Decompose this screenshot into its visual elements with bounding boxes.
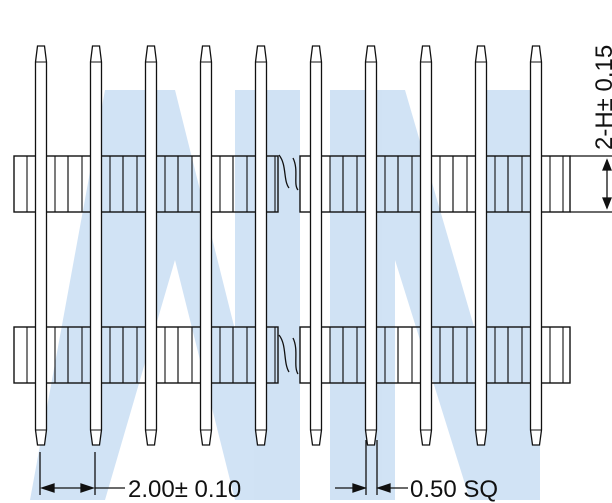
pin-10 [529, 45, 543, 446]
height-dimension [570, 155, 612, 213]
pin-5 [254, 45, 268, 446]
pin-2 [89, 45, 103, 446]
height-dimension-label: 2-H± 0.15 [591, 45, 612, 150]
pin-1 [34, 45, 48, 446]
pin-size-dimension-label: 0.50 SQ [410, 476, 498, 503]
housing-lower-segment-2 [299, 326, 571, 384]
pin-size-dimension [335, 440, 408, 495]
pin-9 [474, 45, 488, 446]
pitch-dimension-label: 2.00± 0.10 [128, 476, 241, 503]
pin-3 [144, 45, 158, 446]
pin-6 [309, 45, 323, 446]
pin-4 [199, 45, 213, 446]
pin-group [34, 45, 543, 446]
pin-8 [419, 45, 433, 446]
break-mark-upper [278, 154, 299, 191]
pin-7 [364, 45, 378, 446]
pitch-dimension [39, 452, 125, 495]
break-mark-lower [278, 334, 299, 375]
housing-upper-segment-2 [299, 155, 571, 213]
watermark-logo [30, 90, 540, 500]
